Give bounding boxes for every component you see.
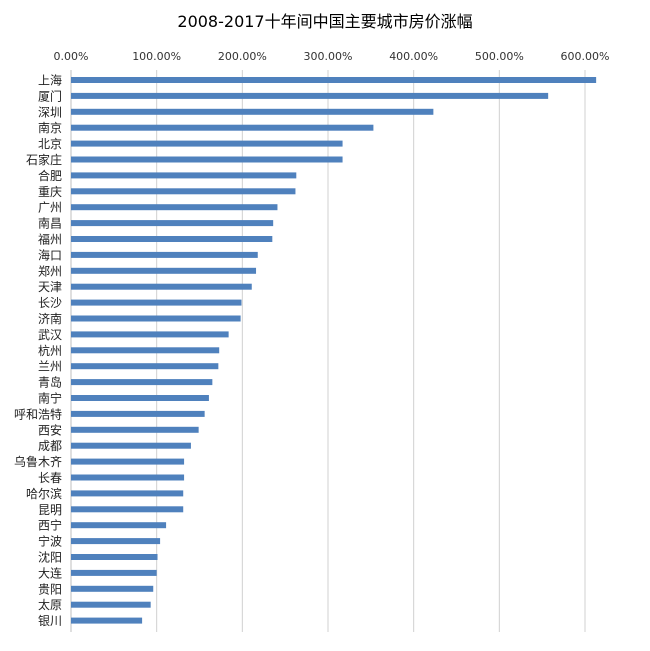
bar — [71, 251, 258, 258]
bar — [71, 506, 184, 513]
x-tick-label: 600.00% — [561, 50, 610, 63]
bars — [71, 77, 597, 624]
category-label: 乌鲁木齐 — [14, 454, 62, 469]
bar — [71, 585, 154, 592]
category-label: 杭州 — [38, 343, 62, 358]
bar — [71, 442, 191, 449]
category-label: 济南 — [38, 311, 62, 326]
bar — [71, 140, 343, 147]
bar — [71, 108, 434, 115]
bar — [71, 474, 185, 481]
x-tick-label: 100.00% — [132, 50, 181, 63]
category-label: 合肥 — [38, 168, 62, 183]
category-label: 厦门 — [38, 88, 62, 103]
bar — [71, 363, 219, 370]
category-label: 石家庄 — [26, 152, 62, 167]
bar — [71, 77, 597, 83]
category-label: 广州 — [38, 201, 62, 215]
category-label: 宁波 — [38, 534, 62, 549]
category-label: 西安 — [38, 422, 62, 437]
category-label: 长春 — [38, 471, 62, 485]
bar — [71, 538, 161, 545]
bar — [71, 188, 296, 195]
x-tick-label: 200.00% — [218, 50, 267, 63]
category-label: 长沙 — [38, 296, 62, 310]
category-label: 南京 — [38, 120, 62, 135]
category-label: 西宁 — [38, 518, 62, 533]
bar — [71, 601, 151, 608]
category-label: 昆明 — [38, 503, 62, 517]
category-label: 太原 — [38, 597, 62, 612]
category-label: 武汉 — [38, 328, 62, 342]
bar — [71, 569, 157, 576]
bar — [71, 426, 199, 433]
bar — [71, 267, 257, 274]
x-tick-label: 400.00% — [389, 50, 438, 63]
category-label: 银川 — [38, 614, 62, 628]
bar — [71, 554, 158, 560]
bar — [71, 379, 213, 386]
category-label: 南昌 — [38, 216, 62, 231]
bar — [71, 331, 229, 338]
category-label: 北京 — [38, 137, 62, 151]
category-label: 成都 — [38, 439, 62, 453]
bar — [71, 315, 241, 322]
bar — [71, 522, 167, 529]
bar — [71, 156, 343, 163]
bar — [71, 204, 278, 211]
category-label: 深圳 — [38, 105, 62, 119]
category-label: 南宁 — [38, 391, 62, 406]
x-tick-label: 500.00% — [475, 50, 524, 63]
bar — [71, 395, 209, 401]
bar — [71, 92, 549, 99]
category-label: 贵阳 — [38, 582, 62, 596]
bar — [71, 172, 297, 179]
category-label: 重庆 — [38, 185, 62, 199]
bar — [71, 236, 273, 242]
category-label: 天津 — [38, 280, 62, 294]
x-axis-ticks: 0.00% 100.00% 200.00% 300.00% 400.00% 500.00%… — [54, 50, 610, 63]
category-label: 呼和浩特 — [14, 406, 62, 421]
category-label: 上海 — [38, 73, 62, 88]
category-label: 大连 — [38, 565, 62, 580]
bar — [71, 490, 184, 497]
category-label: 福州 — [38, 232, 62, 247]
bar — [71, 124, 374, 131]
chart-title: 2008-2017十年间中国主要城市房价涨幅 — [177, 12, 473, 31]
bar — [71, 347, 220, 354]
bar — [71, 283, 252, 290]
category-labels: 上海厦门深圳南京北京石家庄合肥重庆广州南昌福州海口郑州天津长沙济南武汉杭州兰州青… — [14, 73, 62, 629]
category-label: 沈阳 — [38, 550, 62, 565]
bar — [71, 410, 205, 417]
bar — [71, 220, 274, 227]
category-label: 青岛 — [38, 375, 62, 390]
category-label: 郑州 — [38, 263, 62, 278]
category-label: 哈尔滨 — [26, 486, 62, 501]
category-label: 海口 — [38, 247, 62, 262]
bar — [71, 299, 242, 306]
category-label: 兰州 — [38, 360, 62, 374]
bar — [71, 617, 143, 624]
x-tick-label: 300.00% — [304, 50, 353, 63]
x-tick-label: 0.00% — [54, 50, 89, 63]
bar — [71, 458, 185, 465]
